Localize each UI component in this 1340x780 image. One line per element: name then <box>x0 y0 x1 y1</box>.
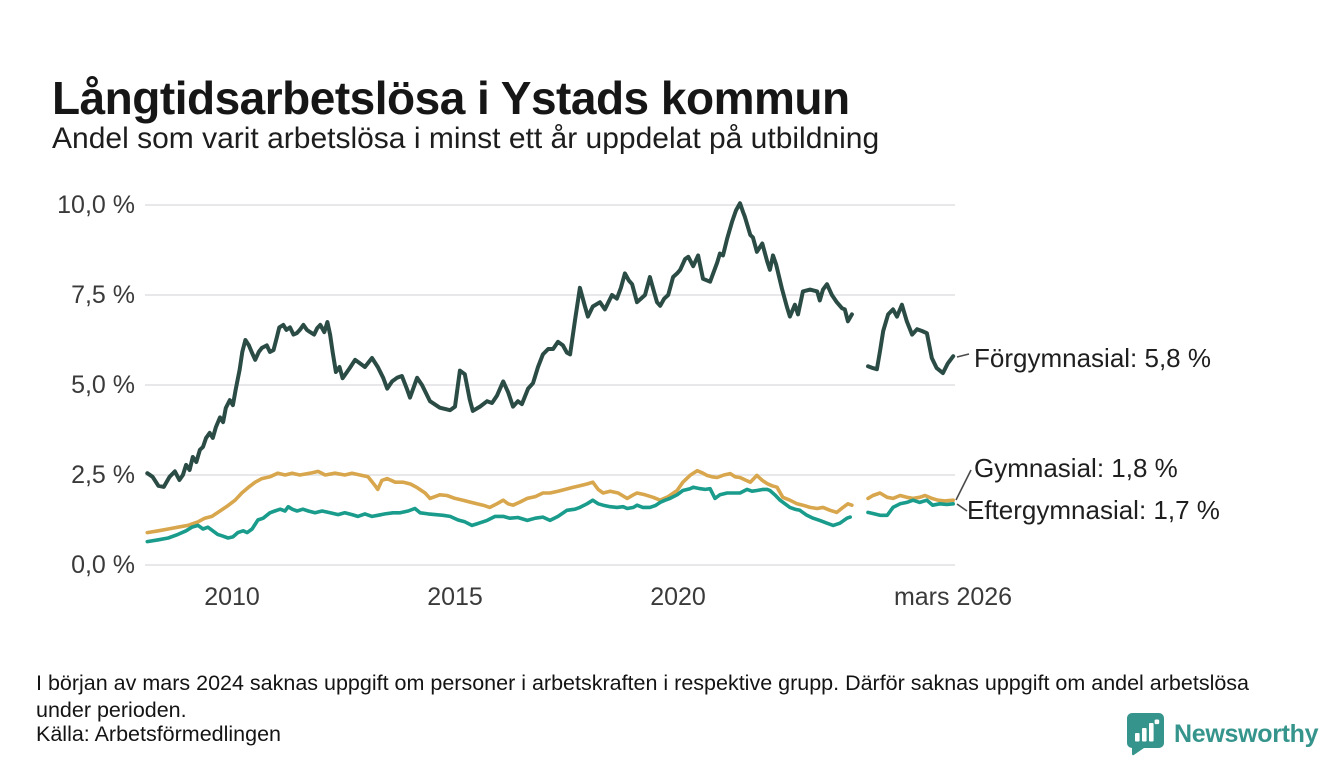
label-leader-lines <box>955 353 972 512</box>
source-attribution: Källa: Arbetsförmedlingen <box>36 722 282 746</box>
y-tick-label: 7,5 % <box>71 281 135 309</box>
leader-eftergymnasial <box>956 503 968 512</box>
y-tick-label: 2,5 % <box>71 461 135 489</box>
series-lines <box>145 201 956 544</box>
x-tick-label: 2010 <box>204 583 260 611</box>
y-tick-label: 10,0 % <box>57 191 135 219</box>
data-gap-note: I början av mars 2024 saknas uppgift om … <box>36 670 1250 722</box>
x-tick-label: 2020 <box>650 583 706 611</box>
series-label-gymnasial: Gymnasial: 1,8 % <box>974 453 1178 483</box>
series-label-eftergymnasial: Eftergymnasial: 1,7 % <box>967 495 1220 525</box>
newsworthy-logo-link[interactable]: Newsworthy <box>1126 712 1319 756</box>
newsworthy-pin-barchart-icon <box>1127 713 1164 756</box>
page-title: Långtidsarbetslösa i Ystads kommun <box>52 71 850 124</box>
series-label-forgymnasial: Förgymnasial: 5,8 % <box>974 343 1211 373</box>
leader-forgymnasial <box>956 353 970 358</box>
leader-gymnasial <box>955 469 972 501</box>
newsworthy-wordmark: Newsworthy <box>1174 719 1319 748</box>
x-tick-label: 2015 <box>427 583 483 611</box>
chart-subtitle: Andel som varit arbetslösa i minst ett å… <box>52 122 880 155</box>
y-tick-label: 0,0 % <box>71 551 135 579</box>
y-tick-label: 5,0 % <box>71 371 135 399</box>
x-tick-label: mars 2026 <box>893 583 1013 611</box>
